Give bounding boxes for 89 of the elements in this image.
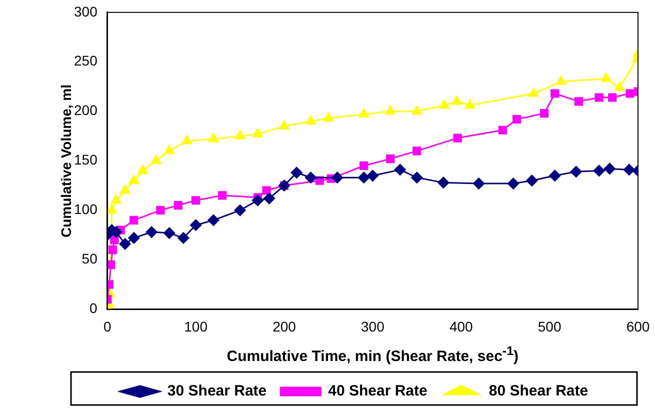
point [192,196,200,205]
point [263,192,275,204]
point [252,128,263,138]
point [623,164,635,176]
x-tick-label: 600 [626,318,650,334]
point [120,184,130,194]
point [366,170,378,182]
point [164,227,176,239]
point [190,219,202,231]
x-tick-label: 200 [272,318,296,334]
point [594,93,604,102]
point [614,82,625,91]
y-axis-title: Cumulative Volume, ml [58,84,74,238]
point [604,162,616,174]
point [108,246,117,254]
point [540,109,549,118]
point [164,145,174,154]
point [138,164,148,174]
point [412,146,422,156]
point [508,178,520,190]
x-tick-label: 300 [361,318,385,334]
point [556,76,566,85]
point [549,170,561,182]
x-tick-label: 500 [538,318,562,334]
point [526,174,538,186]
point [208,133,219,142]
point [306,115,316,124]
point [385,106,396,115]
y-tick-label: 150 [74,152,98,168]
x-axis-title: Cumulative Time, min (Shear Rate, sec$^{-1}$) [226,344,520,365]
point [332,172,344,184]
point [593,164,605,176]
point [498,126,507,134]
point [178,232,190,244]
legend-label: 80 Shear Rate [488,382,588,400]
point [358,108,369,118]
point [107,204,117,214]
point [150,155,162,164]
point [438,176,450,188]
point [452,96,462,105]
point [453,134,462,142]
point [111,194,122,204]
point [358,172,370,184]
point [262,186,271,195]
point [279,120,290,130]
legend-label: 30 Shear Rate [167,382,267,400]
point [473,178,485,190]
point [464,100,476,109]
point [208,214,220,226]
point [360,161,368,170]
point [601,72,612,82]
point [411,172,423,184]
x-tick-label: 0 [103,318,112,334]
point [128,232,140,244]
point [182,135,192,144]
point [128,174,139,184]
y-tick-label: 100 [74,201,98,218]
point [528,88,539,97]
y-tick-label: 50 [82,250,98,267]
point [512,114,522,124]
point [234,130,246,140]
point [234,204,246,216]
point [305,172,317,184]
point [550,89,560,98]
point [626,89,634,98]
point [570,166,582,178]
point [386,154,395,164]
point [130,216,138,224]
point [574,97,584,106]
point [290,166,302,178]
point [252,194,264,206]
point [323,112,334,122]
legend-label: 40 Shear Rate [328,382,428,400]
point [439,100,450,109]
point [119,238,131,250]
y-tick-label: 200 [74,102,98,118]
x-tick-label: 400 [449,318,474,334]
point [412,106,422,115]
point [394,164,406,176]
y-tick-label: 300 [74,3,98,20]
y-tick-label: 0 [90,300,98,316]
point [218,191,227,200]
point [608,93,617,102]
point [174,201,182,210]
x-tick-label: 100 [184,318,208,334]
point [107,260,116,269]
point [156,206,165,215]
y-tick-label: 250 [74,52,98,69]
point [146,226,158,238]
